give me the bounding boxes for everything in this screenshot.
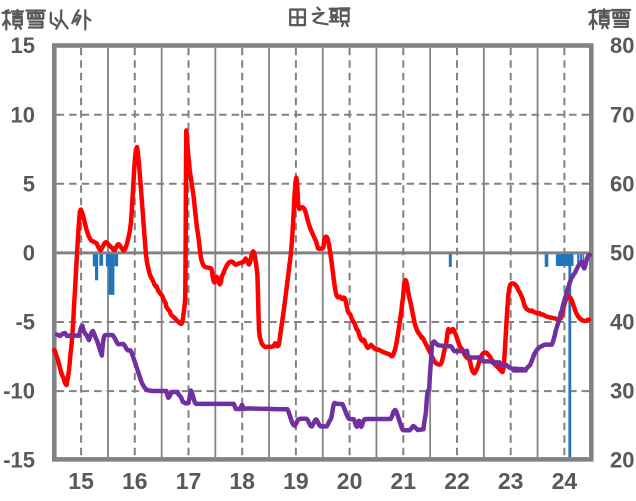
svg-text:80: 80 [610, 33, 634, 58]
svg-text:16: 16 [122, 468, 148, 494]
svg-text:60: 60 [610, 171, 634, 196]
svg-text:-15: -15 [3, 448, 35, 473]
svg-text:-10: -10 [3, 379, 35, 404]
svg-text:40: 40 [610, 310, 634, 335]
svg-text:15: 15 [11, 33, 35, 58]
svg-text:5: 5 [23, 171, 35, 196]
svg-text:-5: -5 [15, 310, 35, 335]
svg-text:24: 24 [552, 468, 578, 494]
svg-text:0: 0 [23, 240, 35, 265]
svg-text:10: 10 [11, 102, 35, 127]
svg-text:21: 21 [391, 468, 417, 494]
svg-text:23: 23 [498, 468, 524, 494]
svg-text:18: 18 [229, 468, 255, 494]
svg-text:30: 30 [610, 379, 634, 404]
svg-text:70: 70 [610, 102, 634, 127]
svg-text:15: 15 [68, 468, 94, 494]
svg-text:17: 17 [176, 468, 202, 494]
svg-text:22: 22 [444, 468, 470, 494]
svg-text:50: 50 [610, 240, 634, 265]
svg-text:20: 20 [337, 468, 363, 494]
svg-text:20: 20 [610, 448, 634, 473]
svg-text:19: 19 [283, 468, 309, 494]
